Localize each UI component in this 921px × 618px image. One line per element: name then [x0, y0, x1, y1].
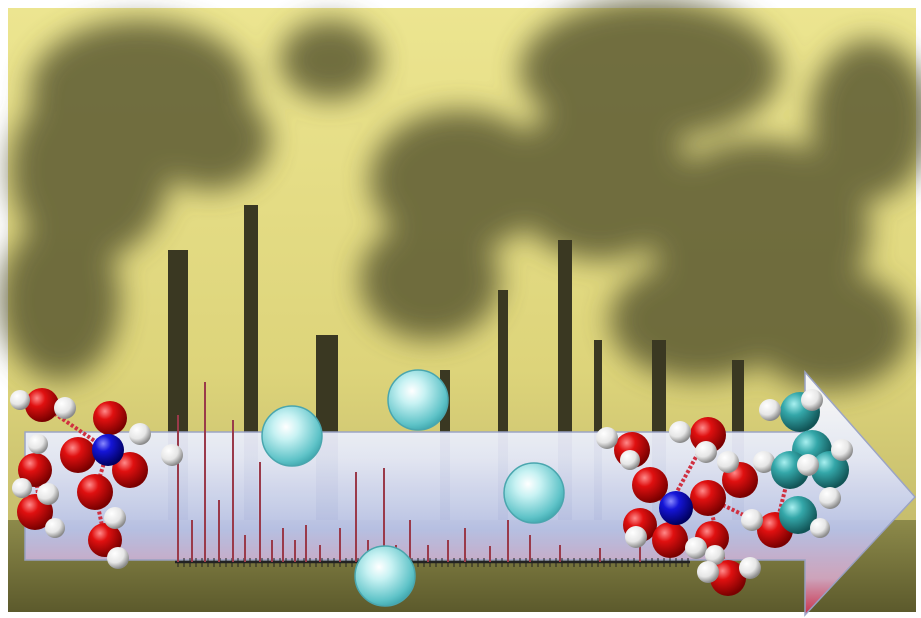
bubble: [387, 369, 449, 431]
oxygen-atom: [25, 388, 59, 422]
smoke-cloud: [280, 20, 380, 100]
hydrogen-atom: [28, 434, 48, 454]
oxygen-atom: [652, 522, 688, 558]
hydrogen-atom: [54, 397, 76, 419]
oxygen-atom: [18, 453, 52, 487]
hydrogen-atom: [801, 389, 823, 411]
smoke: [0, 0, 921, 390]
smoke-cloud: [150, 90, 270, 190]
hydrogen-atom: [45, 518, 65, 538]
chimney: [498, 290, 508, 525]
hydrogen-atom: [819, 487, 841, 509]
oxygen-atom: [112, 452, 148, 488]
hydrogen-atom: [107, 547, 129, 569]
hydrogen-atom: [620, 450, 640, 470]
hydrogen-atom: [759, 399, 781, 421]
hydrogen-atom: [697, 561, 719, 583]
oxygen-atom: [710, 560, 746, 596]
hydrogen-atom: [753, 451, 775, 473]
hydrogen-atom: [810, 518, 830, 538]
oxygen-atom: [93, 401, 127, 435]
nitrogen-atom: [659, 491, 693, 525]
oxygen-atom: [632, 467, 668, 503]
hydrogen-atom: [739, 557, 761, 579]
hydrogen-atom: [717, 451, 739, 473]
smoke-cloud: [750, 270, 910, 390]
smoke-cloud: [510, 100, 690, 260]
hydrogen-atom: [695, 441, 717, 463]
hydrogen-atom: [104, 507, 126, 529]
hydrogen-atom: [669, 421, 691, 443]
hydrogen-atom: [12, 478, 32, 498]
hydrogen-atom: [705, 545, 725, 565]
smoke-cloud: [10, 80, 170, 260]
bubble: [261, 405, 323, 467]
carbon-atom: [779, 496, 817, 534]
hydrogen-atom: [129, 423, 151, 445]
nitrogen-atom: [92, 434, 124, 466]
hydrogen-atom: [596, 427, 618, 449]
spectrum: [175, 382, 690, 567]
oxygen-atom: [77, 474, 113, 510]
molecules: [10, 388, 853, 596]
bond: [666, 434, 710, 509]
bubble: [354, 545, 416, 607]
hydrogen-atom: [10, 390, 30, 410]
smoke-cloud: [360, 220, 500, 340]
hydrogen-atom: [831, 439, 853, 461]
oxygen-atom: [690, 480, 726, 516]
bubbles: [261, 369, 565, 607]
hydrogen-atom: [685, 537, 707, 559]
smoke-cloud: [370, 110, 550, 250]
hydrogen-atom: [797, 454, 819, 476]
smoke-cloud: [0, 220, 120, 380]
hydrogen-atom: [741, 509, 763, 531]
hydrogen-atom: [161, 444, 183, 466]
oxygen-atom: [60, 437, 96, 473]
smoke-cloud: [810, 40, 921, 200]
bubble: [503, 462, 565, 524]
hydrogen-atom: [37, 483, 59, 505]
hydrogen-atom: [625, 526, 647, 548]
